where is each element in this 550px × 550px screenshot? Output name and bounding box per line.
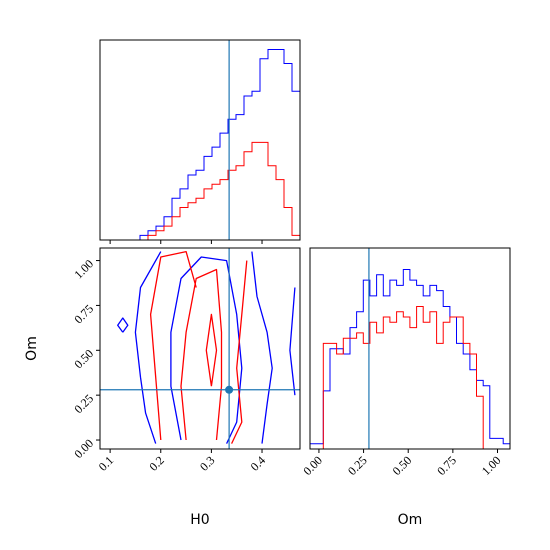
contour-xtick-label: 0.1 [96, 453, 117, 474]
contour-series-0-line-4 [117, 317, 129, 333]
x-axis-label-om: Om [398, 512, 423, 528]
om-hist-series-1 [310, 306, 510, 449]
h0-hist-series-1 [100, 141, 300, 240]
contour-series-1-line-0 [149, 250, 197, 441]
om-hist-series-0 [310, 269, 510, 445]
x-axis-label-h0: H0 [190, 512, 209, 528]
contour-series-1-line-2 [180, 268, 223, 441]
om-hist-frame [309, 247, 511, 450]
truth-point [225, 385, 234, 394]
h0-histogram-panel [99, 39, 301, 244]
contour-series-1-line-1 [231, 260, 248, 444]
contour-ytick-label: 0.25 [71, 391, 96, 416]
h0-hist-series-0 [100, 49, 300, 240]
contour-xtick-label: 0.2 [146, 453, 167, 474]
contour-ytick-label: 0.50 [71, 347, 96, 372]
contour-xtick-label: 0.3 [197, 453, 218, 474]
y-axis-label-om: Om [24, 336, 40, 361]
contour-series-1-line-3 [205, 313, 218, 387]
contour-series-0-line-0 [134, 251, 162, 444]
om-hist-xtick-label: 0.25 [345, 453, 370, 478]
contour-frame [99, 247, 301, 450]
contour-series-0-line-1 [251, 251, 273, 444]
om-hist-xtick-label: 0.75 [434, 453, 459, 478]
om-hist-xtick-label: 0.00 [300, 453, 325, 478]
om-hist-xtick-label: 0.50 [390, 453, 415, 478]
om-histogram-panel: 0.00 0.25 0.50 0.75 1.00 Om [300, 247, 511, 528]
contour-xtick-label: 0.4 [248, 453, 269, 474]
h0-hist-frame [99, 39, 301, 241]
contour-series-0-line-3 [289, 287, 296, 396]
contour-ytick-label: 1.00 [71, 257, 96, 282]
om-hist-xtick-label: 1.00 [479, 453, 504, 478]
h0-om-contour-panel: 0.1 0.2 0.3 0.4 0.00 0.25 0.50 0.75 1.00 H0 Om [24, 247, 301, 528]
contour-ytick-label: 0.00 [71, 436, 96, 461]
contour-ytick-label: 0.75 [71, 302, 96, 327]
